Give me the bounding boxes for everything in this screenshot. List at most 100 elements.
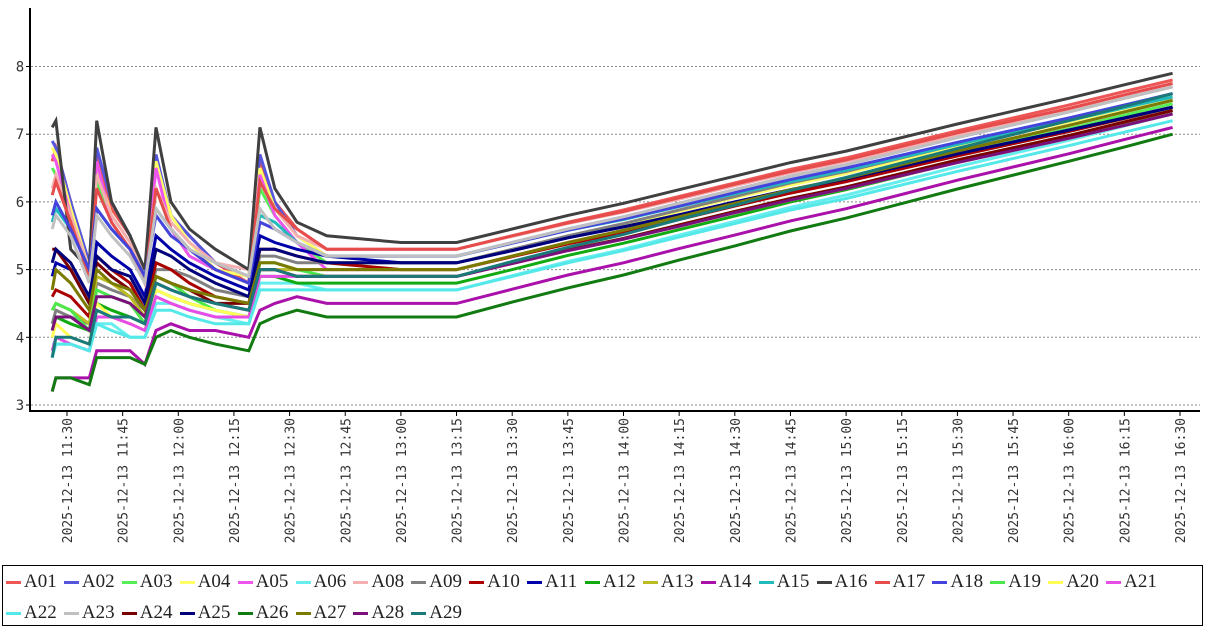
legend-swatch — [411, 611, 427, 615]
legend-item-a24[interactable]: A24 — [121, 602, 173, 623]
legend-item-a17[interactable]: A17 — [874, 571, 926, 592]
legend-label: A16 — [834, 571, 868, 592]
legend-swatch — [1106, 580, 1122, 584]
legend-swatch — [295, 611, 311, 615]
legend-swatch — [179, 580, 195, 584]
series-line-a29 — [50, 92, 1173, 358]
legend-swatch — [411, 580, 427, 584]
legend-item-a11[interactable]: A11 — [527, 571, 578, 592]
x-tick-label: 2025-12-13 12:45 — [339, 418, 354, 543]
legend-item-a04[interactable]: A04 — [179, 571, 231, 592]
legend-item-a25[interactable]: A25 — [179, 602, 230, 623]
legend-label: A11 — [545, 571, 578, 592]
legend-swatch — [6, 580, 21, 584]
x-tick-label: 2025-12-13 14:00 — [618, 418, 633, 543]
x-tick-label: 2025-12-13 11:45 — [117, 418, 132, 543]
legend-item-a10[interactable]: A10 — [469, 571, 520, 592]
y-tick-label: 7 — [16, 127, 24, 143]
legend-label: A02 — [81, 571, 115, 592]
legend-label: A04 — [197, 571, 231, 592]
series-lines — [50, 71, 1173, 392]
legend-item-a15[interactable]: A15 — [758, 571, 809, 592]
legend-item-a05[interactable]: A05 — [237, 571, 289, 592]
legend-swatch — [63, 611, 79, 615]
x-tick-label: 2025-12-13 13:00 — [395, 418, 410, 543]
legend-label: A26 — [255, 602, 289, 623]
legend-label: A21 — [1124, 571, 1157, 592]
legend-label: A27 — [313, 602, 347, 623]
legend-swatch — [237, 611, 253, 615]
series-line-a26 — [50, 132, 1173, 392]
legend-swatch — [816, 580, 832, 584]
legend-swatch — [469, 580, 485, 584]
legend-item-a28[interactable]: A28 — [353, 602, 404, 623]
legend-label: A01 — [24, 571, 57, 592]
legend-label: A06 — [313, 571, 347, 592]
legend-item-a22[interactable]: A22 — [6, 602, 57, 623]
legend-item-a14[interactable]: A14 — [700, 571, 752, 592]
x-tick-label: 2025-12-13 12:00 — [172, 418, 187, 543]
x-axis-ticks: 2025-12-13 11:30 2025-12-13 11:45 2025-12-… — [61, 411, 1189, 543]
legend-label: A09 — [429, 571, 463, 592]
legend-item-a13[interactable]: A13 — [642, 571, 694, 592]
legend-item-a06[interactable]: A06 — [295, 571, 347, 592]
series-line-a02 — [50, 85, 1173, 279]
x-tick-label: 2025-12-13 16:15 — [1118, 418, 1133, 543]
legend-item-a03[interactable]: A03 — [121, 571, 173, 592]
series-line-a14 — [50, 125, 1173, 392]
x-tick-label: 2025-12-13 15:45 — [1007, 418, 1022, 543]
legend-label: A17 — [892, 571, 926, 592]
legend-swatch — [353, 580, 369, 584]
x-tick-label: 2025-12-13 15:30 — [951, 418, 966, 543]
legend-item-a01[interactable]: A01 — [6, 571, 57, 592]
legend-label: A18 — [950, 571, 984, 592]
legend-swatch — [1048, 580, 1064, 584]
legend-label: A20 — [1066, 571, 1099, 592]
legend-item-a23[interactable]: A23 — [63, 602, 115, 623]
legend-swatch — [63, 580, 79, 584]
legend-item-a27[interactable]: A27 — [295, 602, 347, 623]
series-line-a12 — [50, 109, 1173, 333]
y-tick-label: 5 — [16, 263, 24, 279]
legend-item-a09[interactable]: A09 — [411, 571, 463, 592]
x-tick-label: 2025-12-13 11:30 — [61, 418, 76, 543]
legend-item-a21[interactable]: A21 — [1106, 571, 1157, 592]
x-tick-label: 2025-12-13 13:15 — [451, 418, 466, 543]
x-tick-label: 2025-12-13 14:30 — [729, 418, 744, 543]
series-line-a01 — [50, 78, 1173, 286]
series-line-a17 — [50, 81, 1173, 289]
y-tick-label: 3 — [16, 398, 24, 414]
legend-label: A10 — [487, 571, 520, 592]
x-tick-label: 2025-12-13 14:45 — [784, 418, 799, 543]
legend-item-a16[interactable]: A16 — [816, 571, 868, 592]
x-tick-label: 2025-12-13 12:30 — [284, 418, 299, 543]
x-tick-label: 2025-12-13 15:15 — [896, 418, 911, 543]
y-tick-label: 4 — [16, 330, 24, 346]
legend-swatch — [121, 580, 137, 584]
legend-item-a20[interactable]: A20 — [1048, 571, 1099, 592]
legend-item-a18[interactable]: A18 — [932, 571, 984, 592]
legend-swatch — [990, 580, 1006, 584]
legend-label: A13 — [660, 571, 694, 592]
legend-swatch — [295, 580, 311, 584]
legend-item-a02[interactable]: A02 — [63, 571, 115, 592]
series-line-a16 — [50, 71, 1173, 274]
series-line-a22 — [50, 119, 1173, 358]
x-tick-label: 2025-12-13 13:45 — [562, 418, 577, 543]
legend-label: A03 — [139, 571, 173, 592]
legend-item-a12[interactable]: A12 — [585, 571, 636, 592]
legend-item-a26[interactable]: A26 — [237, 602, 289, 623]
series-line-a23 — [50, 85, 1173, 288]
legend-swatch — [237, 580, 253, 584]
legend-swatch — [179, 611, 195, 615]
legend-label: A12 — [603, 571, 636, 592]
legend-swatch — [121, 611, 137, 615]
legend-swatch — [585, 580, 600, 584]
legend-swatch — [642, 580, 658, 584]
y-tick-label: 8 — [16, 60, 24, 76]
legend-item-a29[interactable]: A29 — [411, 602, 462, 623]
legend-item-a08[interactable]: A08 — [353, 571, 404, 592]
legend-item-a19[interactable]: A19 — [990, 571, 1041, 592]
legend-label: A05 — [255, 571, 289, 592]
